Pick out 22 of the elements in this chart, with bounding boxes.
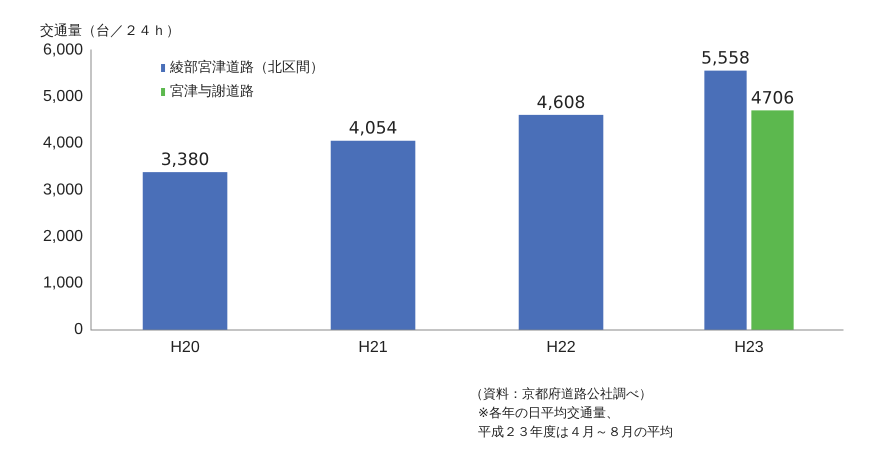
data-label: 3,380 <box>160 150 210 170</box>
y-tick-label: 3,000 <box>42 181 84 198</box>
y-tick-label: 0 <box>74 321 84 338</box>
data-label: 5,558 <box>701 48 750 69</box>
legend-label: 綾部宮津道路（北区間） <box>169 60 324 76</box>
y-tick-label: 2,000 <box>42 228 84 245</box>
data-label: 4,608 <box>536 92 586 113</box>
x-tick-label: H21 <box>358 338 388 356</box>
y-tick-label: 6,000 <box>42 41 84 58</box>
data-label: 4,054 <box>348 118 398 139</box>
text: ※各年の日平均交通量、 <box>477 405 620 423</box>
data-label: 4706 <box>750 88 794 108</box>
y-tick-label: 1,000 <box>42 274 84 292</box>
y-tick-label: 4,000 <box>42 134 84 152</box>
y-tick-label: 5,000 <box>42 88 84 106</box>
x-tick-label: H20 <box>170 338 200 356</box>
text: 平成２３年度は４月～８月の平均 <box>477 424 673 442</box>
x-tick-label: H22 <box>546 338 576 356</box>
y-axis-title: 交通量（台／２４ｈ） <box>40 22 180 40</box>
x-tick-label: H23 <box>734 338 764 356</box>
text: （資料：京都府道路公社調べ） <box>470 386 653 404</box>
legend-label: 宮津与謝道路 <box>170 84 254 100</box>
